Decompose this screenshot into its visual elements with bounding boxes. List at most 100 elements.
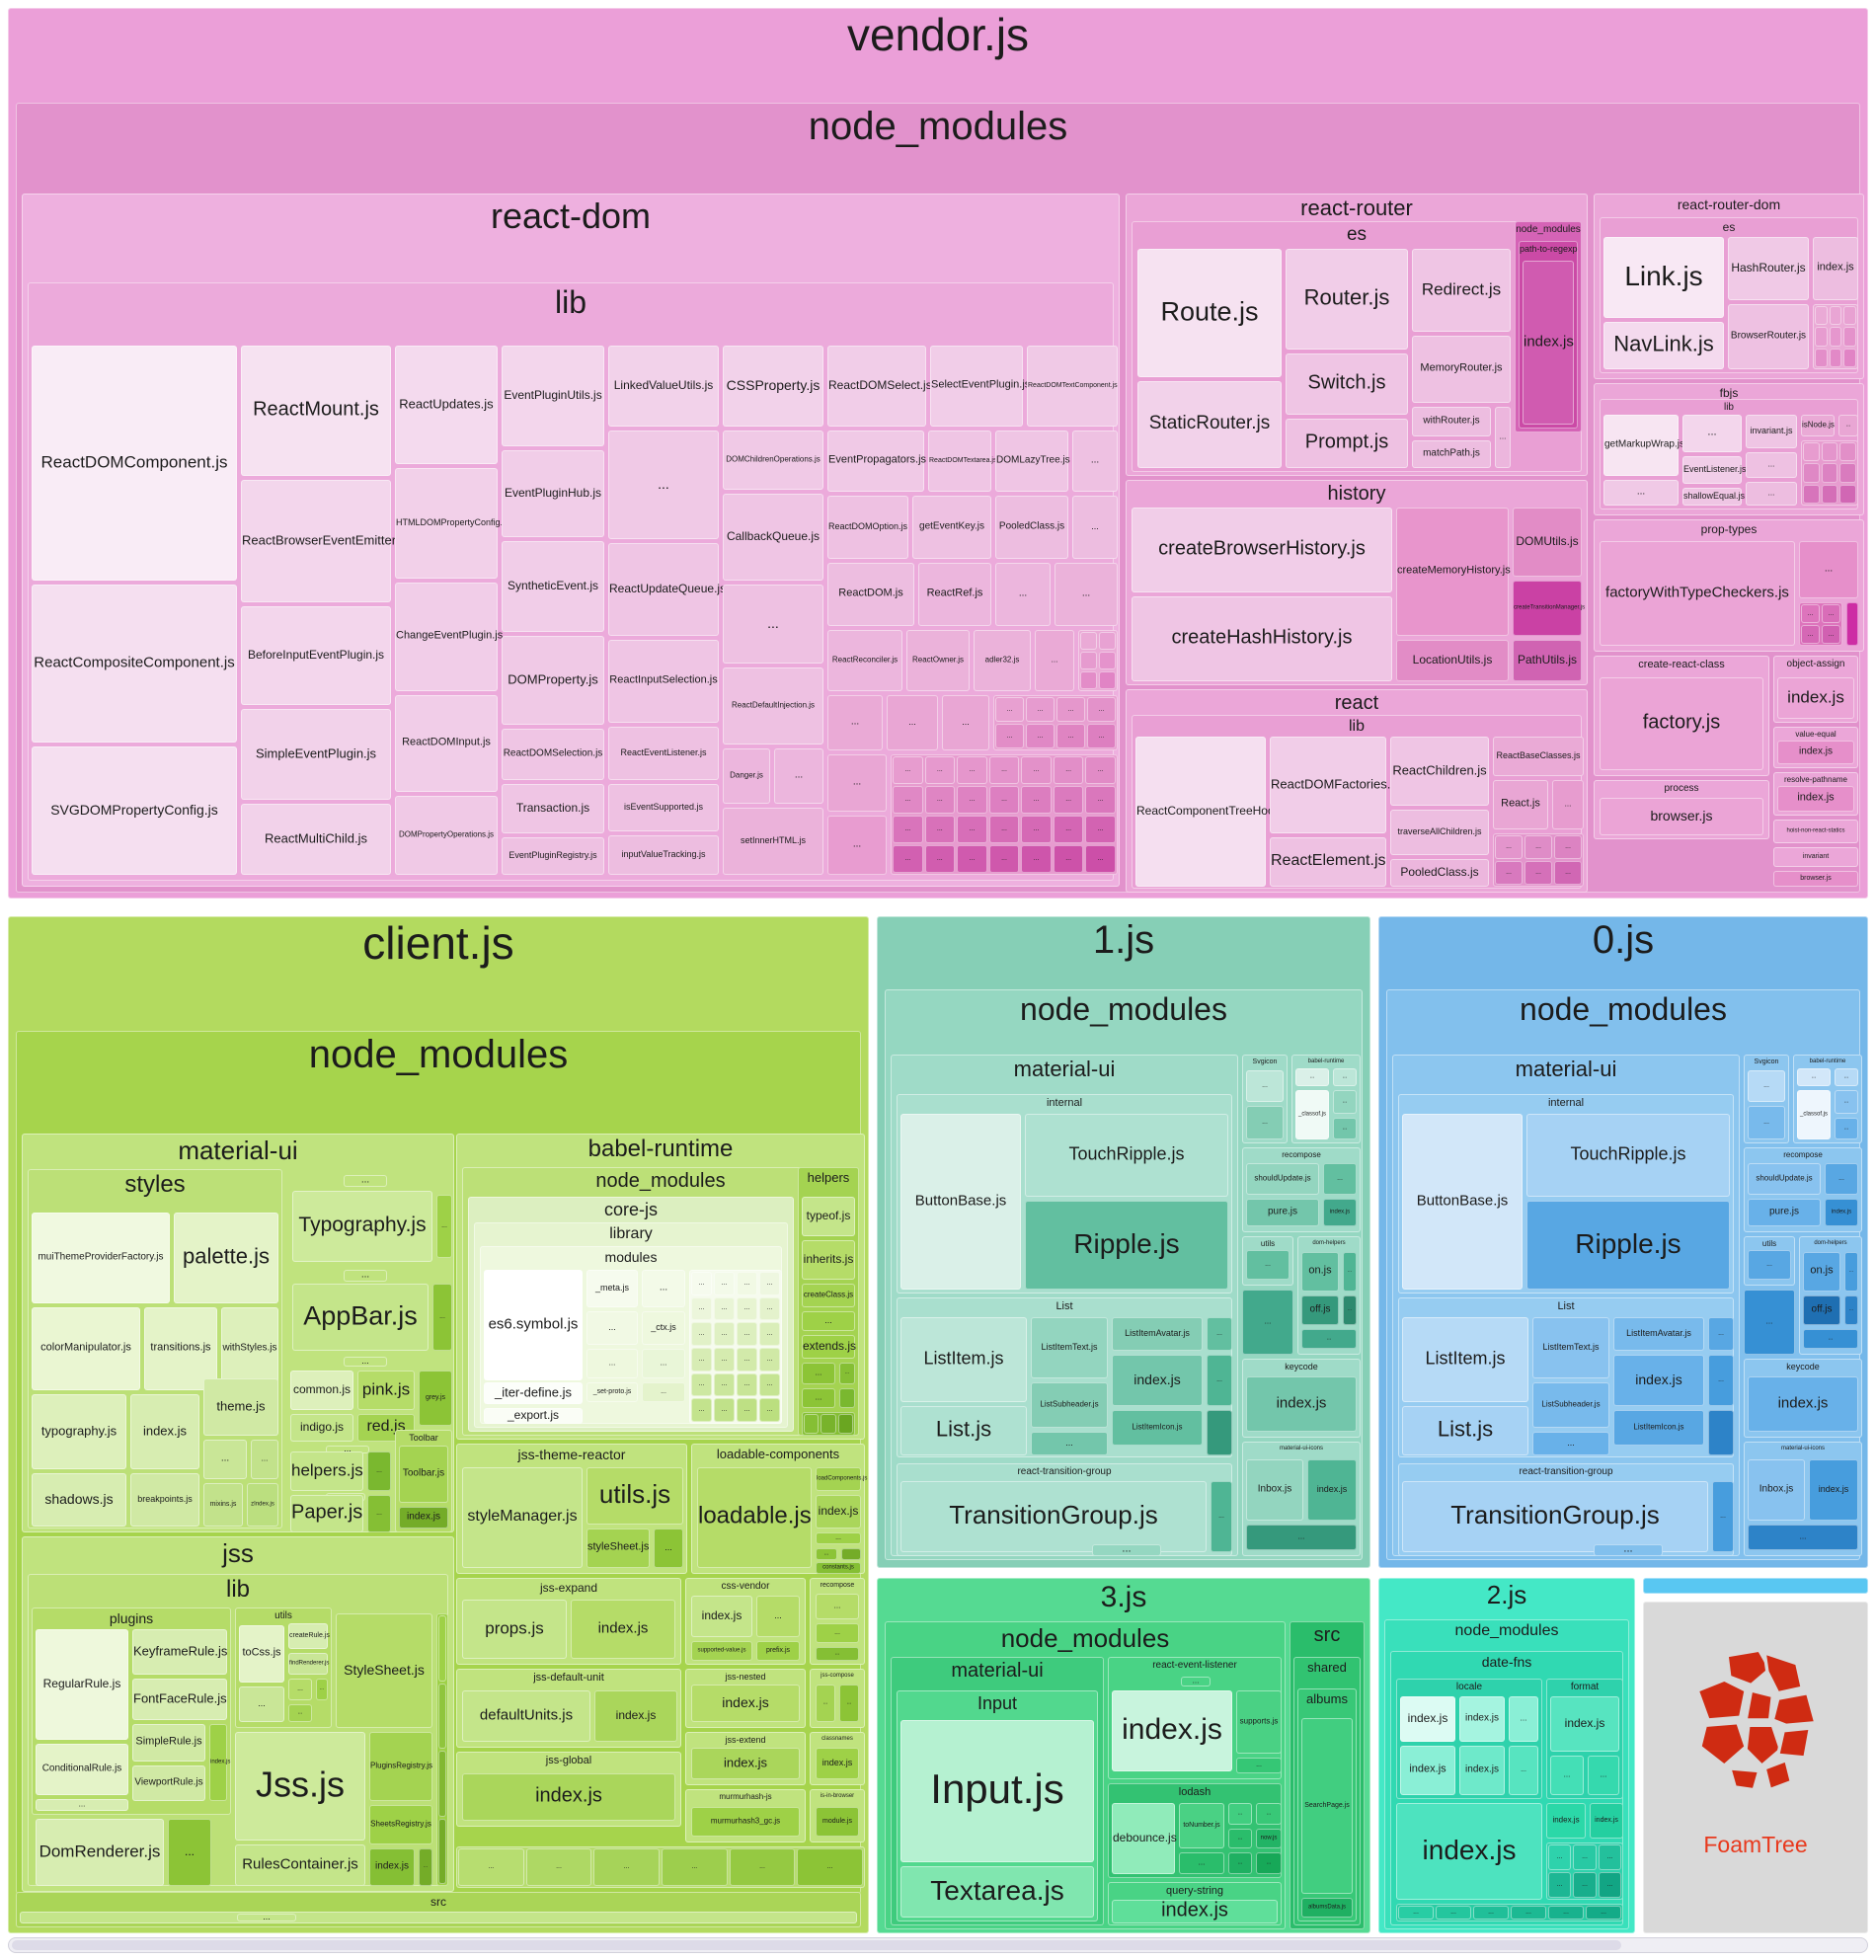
tiny-tile[interactable]: ... (714, 1398, 735, 1422)
tiny-tile[interactable]: ... (893, 756, 923, 784)
file-tile[interactable]: createHashHistory.js (1132, 596, 1392, 681)
file-tile[interactable]: SyntheticEvent.js (502, 541, 604, 632)
tiny-tile[interactable]: ... (593, 1848, 660, 1886)
tiny-tile[interactable]: ... (1524, 861, 1552, 885)
file-tile[interactable]: helpers.js (290, 1451, 363, 1491)
ellipsis-tile[interactable]: ... (1228, 1803, 1252, 1825)
scrollbar-thumb[interactable] (12, 1940, 1621, 1950)
file-tile[interactable]: grey.js (419, 1371, 452, 1426)
tiny-tile[interactable]: ... (988, 845, 1020, 873)
file-tile[interactable]: RegularRule.js (36, 1629, 128, 1740)
file-tile[interactable]: ReactDOMTextarea.js (928, 431, 996, 492)
ellipsis-tile[interactable]: ... (367, 1495, 391, 1532)
tiny-tile[interactable] (1080, 652, 1097, 669)
tiny-tile[interactable]: ... (988, 786, 1020, 814)
ellipsis-tile[interactable]: ... (1256, 1852, 1282, 1874)
file-tile[interactable]: createClass.js (802, 1284, 855, 1307)
file-tile[interactable]: ReactDOMFactories.js (1270, 737, 1400, 833)
file-tile[interactable]: ListItemIcon.js (1613, 1410, 1704, 1446)
ellipsis-tile[interactable]: ... (774, 748, 823, 804)
file-tile[interactable]: albumsData.js (1301, 1898, 1353, 1918)
file-tile[interactable]: Paper.js (290, 1495, 363, 1532)
file-tile[interactable]: EventPropagators.js (827, 431, 926, 492)
tiny-tile[interactable]: ... (1801, 625, 1820, 644)
file-tile[interactable]: index.js (369, 1848, 415, 1886)
ellipsis-tile[interactable]: ... (839, 1685, 859, 1722)
tiny-tile[interactable]: ... (893, 786, 923, 814)
file-tile[interactable]: DOMProperty.js (502, 636, 604, 725)
ellipsis-tile[interactable]: ... (316, 1679, 328, 1700)
tiny-tile[interactable]: ... (737, 1348, 757, 1372)
file-tile[interactable]: TouchRipple.js (1526, 1114, 1730, 1197)
file-tile[interactable]: TouchRipple.js (1025, 1114, 1228, 1197)
file-tile[interactable]: getMarkupWrap.js (1603, 415, 1684, 476)
ellipsis-tile[interactable]: ... (839, 1363, 855, 1384)
ellipsis-tile[interactable]: ... (1748, 1525, 1858, 1550)
tiny-tile[interactable] (1843, 306, 1856, 326)
file-tile[interactable]: supports.js (1236, 1690, 1282, 1754)
file-tile[interactable]: createMemoryHistory.js (1396, 508, 1511, 636)
file-tile[interactable]: ListItemText.js (1532, 1317, 1609, 1378)
file-tile[interactable]: ReactDOMSelection.js (502, 729, 604, 780)
file-tile[interactable]: pure.js (1748, 1199, 1821, 1226)
file-tile[interactable]: ButtonBase.js (1402, 1114, 1523, 1290)
file-tile[interactable]: extends.js (802, 1335, 856, 1359)
file-tile[interactable]: withRouter.js (1412, 407, 1491, 436)
ellipsis-tile[interactable] (839, 1388, 855, 1408)
tiny-tile[interactable] (837, 1414, 853, 1434)
ellipsis-tile[interactable]: ... (1835, 1090, 1858, 1114)
file-tile[interactable] (1708, 1410, 1734, 1455)
tiny-tile[interactable]: ... (924, 756, 956, 784)
file-tile[interactable]: EventPluginRegistry.js (502, 837, 604, 875)
ellipsis-tile[interactable]: ... (344, 1356, 387, 1367)
tiny-tile[interactable]: ... (759, 1296, 780, 1321)
tiny-tile[interactable] (1821, 463, 1838, 483)
tiny-tile[interactable]: ... (797, 1848, 863, 1886)
tiny-tile[interactable] (1099, 652, 1116, 669)
file-tile[interactable]: RulesContainer.js (235, 1844, 365, 1886)
tiny-tile[interactable] (438, 1818, 446, 1884)
file-tile[interactable]: EventListener.js (1682, 456, 1747, 484)
ellipsis-tile[interactable]: ... (608, 431, 719, 539)
ellipsis-tile[interactable]: ... (1072, 431, 1118, 492)
file-tile[interactable]: DomRenderer.js (36, 1819, 164, 1886)
ellipsis-tile[interactable]: ... (1246, 1525, 1357, 1550)
ellipsis-tile[interactable]: ... (1594, 1543, 1663, 1556)
tiny-tile[interactable]: ... (1822, 604, 1840, 623)
tiny-tile[interactable]: ... (691, 1322, 712, 1346)
file-tile[interactable]: PooledClass.js (1390, 859, 1489, 887)
file-tile[interactable]: _export.js (484, 1408, 583, 1424)
file-tile[interactable]: matchPath.js (1412, 440, 1491, 468)
file-tile[interactable]: _classof.js (1797, 1090, 1831, 1139)
file-tile[interactable]: CallbackQueue.js (723, 494, 823, 581)
tiny-tile[interactable] (438, 1683, 446, 1749)
ellipsis-tile[interactable]: ... (1799, 541, 1858, 598)
file-tile[interactable]: TransitionGroup.js (1402, 1481, 1708, 1552)
ellipsis-tile[interactable]: ... (1031, 1432, 1108, 1455)
file-tile[interactable]: index.js (1400, 1746, 1455, 1795)
file-tile[interactable]: ReactMultiChild.js (241, 804, 391, 875)
file-tile[interactable]: es6.symbol.js (484, 1270, 583, 1380)
tiny-tile[interactable]: ... (737, 1272, 757, 1295)
ellipsis-tile[interactable]: ... (816, 1647, 859, 1661)
file-tile[interactable]: debounce.js (1112, 1803, 1177, 1874)
file-tile[interactable]: EventPluginHub.js (502, 450, 604, 537)
file-tile[interactable]: adler32.js (974, 630, 1031, 691)
tiny-tile[interactable]: ... (1056, 724, 1085, 748)
tiny-tile[interactable]: ... (1085, 756, 1116, 784)
ellipsis-tile[interactable]: ... (1835, 1068, 1858, 1086)
ellipsis-tile[interactable]: ... (827, 695, 883, 750)
file-tile[interactable]: AppBar.js (292, 1284, 429, 1351)
file-tile[interactable]: getEventKey.js (912, 496, 991, 559)
tiny-tile[interactable]: ... (759, 1322, 780, 1346)
tiny-tile[interactable]: ... (759, 1398, 780, 1422)
file-tile[interactable]: theme.js (203, 1378, 278, 1436)
tiny-tile[interactable]: ... (924, 816, 956, 843)
file-tile[interactable]: off.js (1301, 1295, 1339, 1325)
tiny-tile[interactable]: ... (1085, 816, 1116, 843)
tiny-tile[interactable]: ... (957, 845, 987, 873)
file-tile[interactable]: index.js (816, 1748, 859, 1779)
file-tile[interactable] (1207, 1410, 1232, 1455)
file-tile[interactable]: HashRouter.js (1728, 237, 1809, 300)
tiny-tile[interactable]: ... (714, 1322, 735, 1346)
